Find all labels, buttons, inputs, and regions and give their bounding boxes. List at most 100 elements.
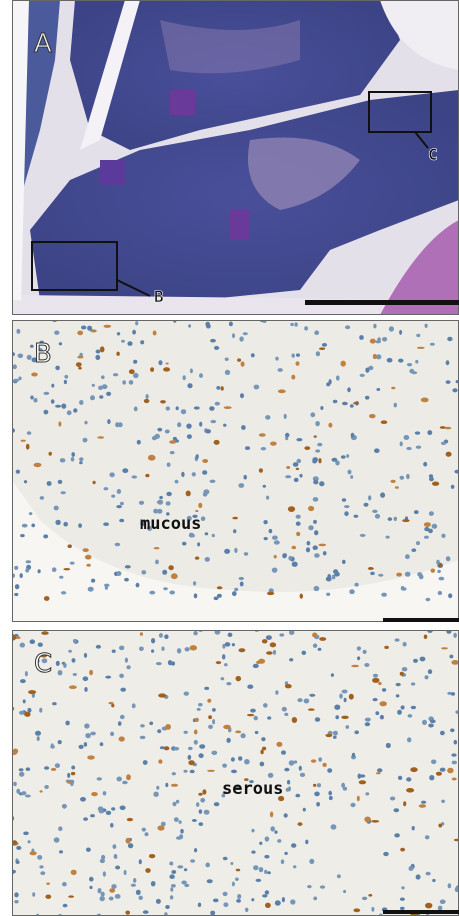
nucleus <box>64 375 68 379</box>
nucleus <box>190 770 195 774</box>
nucleus <box>317 443 322 447</box>
stain <box>78 367 82 370</box>
nucleus <box>221 677 225 680</box>
stain <box>186 491 191 497</box>
nucleus <box>293 462 299 467</box>
nucleus <box>183 375 186 380</box>
nucleus <box>278 368 283 372</box>
stain <box>92 330 97 333</box>
stain <box>171 573 178 579</box>
nucleus <box>67 410 72 415</box>
stain <box>370 339 376 344</box>
nucleus <box>176 406 179 410</box>
nucleus <box>388 517 393 521</box>
nucleus <box>194 848 197 852</box>
nucleus <box>251 353 255 357</box>
panel-label: C <box>34 649 52 679</box>
stain <box>400 848 405 852</box>
nucleus <box>255 731 259 734</box>
stain <box>311 759 316 762</box>
nucleus <box>113 373 118 376</box>
nucleus <box>314 553 320 558</box>
nucleus <box>95 355 100 360</box>
nucleus <box>193 581 196 585</box>
nucleus <box>387 358 393 363</box>
stain <box>40 790 43 792</box>
nucleus <box>348 470 352 475</box>
nucleus <box>140 340 144 344</box>
nucleus <box>156 662 162 665</box>
nucleus <box>342 402 348 406</box>
nucleus <box>441 800 445 803</box>
nucleus <box>92 384 95 387</box>
nucleus <box>103 522 109 526</box>
nucleus <box>64 380 67 384</box>
nucleus <box>368 495 371 500</box>
nucleus <box>292 562 298 567</box>
nucleus <box>30 639 36 644</box>
stain <box>241 361 245 366</box>
nucleus <box>232 882 235 887</box>
nucleus <box>416 541 420 545</box>
stain <box>296 361 300 365</box>
nucleus <box>190 369 193 374</box>
nucleus <box>129 380 134 385</box>
stain <box>153 331 157 336</box>
nucleus <box>134 407 138 412</box>
nucleus <box>314 586 320 591</box>
nucleus <box>171 870 176 874</box>
nucleus <box>281 859 284 864</box>
nucleus <box>232 643 235 646</box>
nucleus <box>14 892 18 897</box>
nucleus <box>105 586 108 590</box>
nucleus <box>429 477 434 481</box>
nucleus <box>287 780 290 785</box>
nucleus <box>347 387 351 392</box>
nucleus <box>170 887 173 891</box>
nucleus <box>314 530 318 535</box>
stain <box>83 548 89 552</box>
stain <box>154 547 160 549</box>
nucleus <box>86 848 91 852</box>
nucleus <box>161 647 164 651</box>
nucleus <box>357 656 360 660</box>
nucleus <box>171 661 175 665</box>
nucleus <box>383 852 389 856</box>
nucleus <box>18 354 24 359</box>
nucleus <box>19 711 25 715</box>
stain <box>168 565 173 570</box>
nucleus <box>374 448 380 453</box>
nucleus <box>103 791 107 795</box>
nucleus <box>438 906 443 911</box>
nucleus <box>85 733 91 738</box>
nucleus <box>58 740 62 744</box>
nucleus <box>231 757 235 761</box>
nucleus <box>135 321 138 325</box>
nucleus <box>81 326 86 330</box>
nucleus <box>270 826 275 831</box>
nucleus <box>241 425 246 430</box>
nucleus <box>106 392 111 396</box>
nucleus <box>128 843 133 848</box>
nucleus <box>452 388 457 392</box>
nucleus <box>149 722 153 726</box>
stain <box>148 455 156 461</box>
nucleus <box>310 412 315 417</box>
nucleus <box>199 744 205 749</box>
nucleus <box>136 890 141 895</box>
nucleus <box>326 593 330 596</box>
nucleus <box>272 536 278 540</box>
nucleus <box>381 593 387 597</box>
nucleus <box>344 698 347 702</box>
nucleus <box>365 396 369 400</box>
nucleus <box>363 650 367 654</box>
nucleus <box>291 843 296 848</box>
nucleus <box>313 545 318 550</box>
nucleus <box>316 802 320 807</box>
nucleus <box>236 899 241 903</box>
stain <box>235 731 241 734</box>
nucleus <box>407 363 412 366</box>
stain <box>109 888 115 893</box>
nucleus <box>265 415 270 420</box>
nucleus <box>328 791 332 796</box>
